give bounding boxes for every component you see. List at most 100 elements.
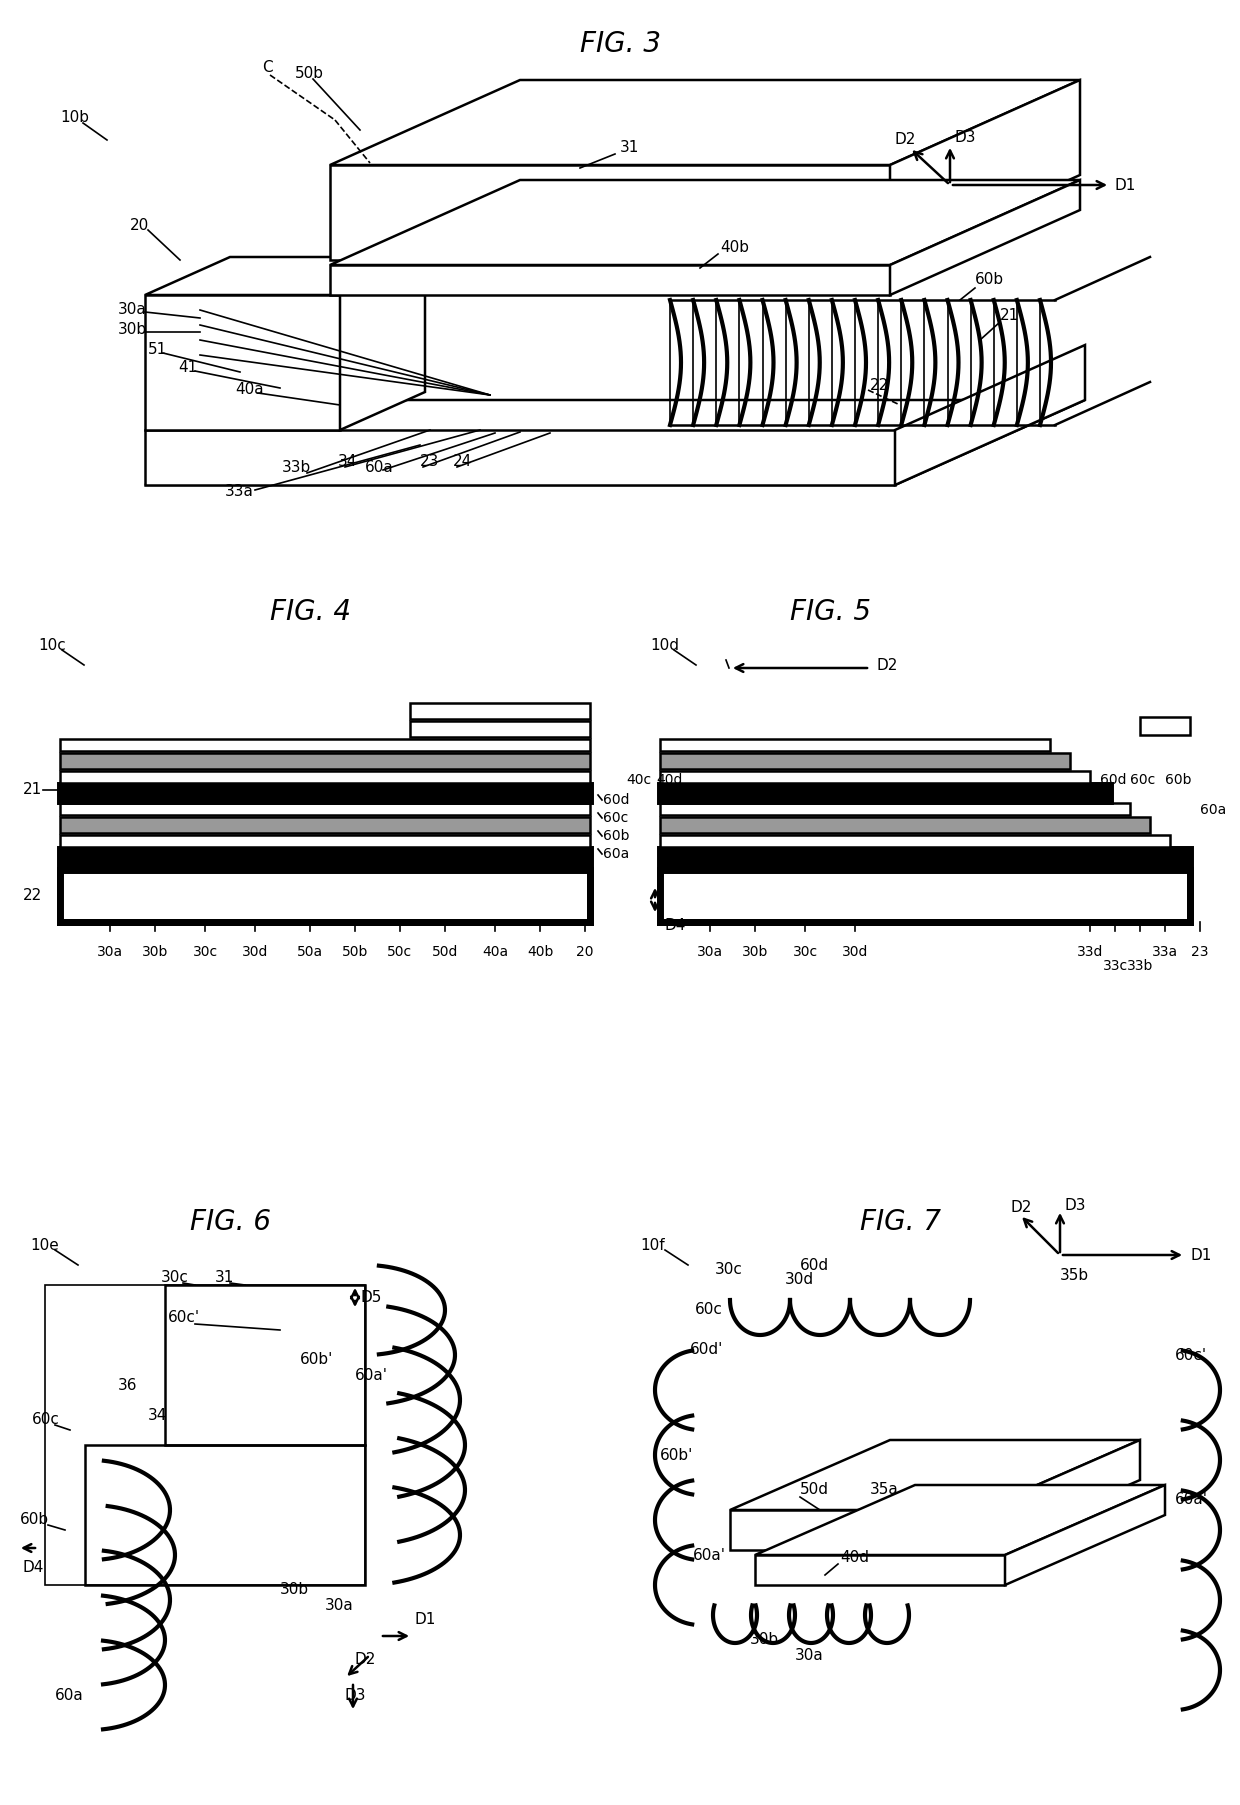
Text: 36: 36	[118, 1377, 138, 1392]
Polygon shape	[730, 1511, 980, 1550]
Text: 30d: 30d	[242, 946, 268, 958]
Text: 22: 22	[22, 888, 42, 904]
Text: 30d: 30d	[842, 946, 868, 958]
Text: 23: 23	[420, 455, 439, 469]
Text: 50c: 50c	[387, 946, 413, 958]
Polygon shape	[890, 79, 1080, 260]
Text: 60c': 60c'	[1176, 1348, 1207, 1363]
Text: FIG. 5: FIG. 5	[790, 597, 870, 626]
Bar	[660, 836, 1171, 847]
Bar	[60, 836, 590, 847]
Text: 33a: 33a	[1152, 946, 1178, 958]
Bar	[86, 1446, 365, 1585]
Polygon shape	[1004, 1486, 1166, 1585]
Polygon shape	[330, 180, 1080, 265]
Text: 60d: 60d	[603, 792, 630, 807]
Text: 60d': 60d'	[689, 1343, 723, 1357]
Text: 60c: 60c	[603, 810, 629, 825]
Text: D3: D3	[955, 130, 977, 146]
Text: 60b: 60b	[1166, 773, 1192, 787]
Text: 50a: 50a	[296, 946, 324, 958]
Text: 60d: 60d	[1100, 773, 1126, 787]
Text: 50d: 50d	[432, 946, 459, 958]
Text: FIG. 3: FIG. 3	[579, 31, 661, 58]
Bar	[60, 738, 590, 751]
Text: 31: 31	[216, 1271, 234, 1285]
Text: 30c: 30c	[161, 1271, 188, 1285]
Polygon shape	[145, 430, 895, 486]
Text: 33a: 33a	[224, 484, 254, 500]
Text: 33c: 33c	[1102, 958, 1127, 973]
Bar	[1140, 717, 1190, 735]
Text: 60a': 60a'	[693, 1547, 725, 1563]
Text: 40b: 40b	[720, 240, 749, 256]
Bar	[660, 738, 1050, 751]
Text: 10e: 10e	[30, 1238, 58, 1253]
Text: 51: 51	[148, 343, 167, 357]
Text: 60b: 60b	[20, 1513, 50, 1527]
Text: 60b': 60b'	[660, 1448, 693, 1462]
Text: D5: D5	[360, 1291, 382, 1305]
Text: 30c: 30c	[792, 946, 817, 958]
Text: 30b: 30b	[118, 323, 148, 338]
Bar	[60, 785, 590, 801]
Text: 60c: 60c	[1130, 773, 1156, 787]
Polygon shape	[730, 1440, 1140, 1511]
Bar	[410, 702, 590, 718]
Text: 24: 24	[453, 455, 472, 469]
Polygon shape	[980, 1440, 1140, 1550]
Text: D1: D1	[415, 1612, 436, 1628]
Bar	[60, 753, 590, 769]
Text: 40d: 40d	[656, 773, 682, 787]
Text: 50b: 50b	[342, 946, 368, 958]
Bar	[60, 870, 590, 922]
Text: 60a: 60a	[1200, 803, 1226, 818]
Text: 41: 41	[179, 361, 197, 375]
Text: 50d: 50d	[800, 1482, 830, 1498]
Text: 20: 20	[130, 217, 149, 233]
Text: C: C	[262, 61, 273, 76]
Bar	[60, 771, 590, 783]
Text: 60a: 60a	[55, 1688, 84, 1702]
Text: 40a: 40a	[236, 383, 264, 397]
Text: 21: 21	[22, 783, 42, 798]
Bar	[60, 818, 590, 832]
Bar	[660, 870, 1190, 922]
Text: 30b: 30b	[280, 1583, 309, 1597]
Bar	[45, 1285, 365, 1585]
Text: D2: D2	[875, 659, 898, 673]
Text: 30b: 30b	[141, 946, 169, 958]
Bar	[663, 874, 1187, 919]
Text: 30c: 30c	[192, 946, 217, 958]
Bar	[660, 870, 1190, 922]
Text: 10b: 10b	[60, 110, 89, 126]
Text: 30a: 30a	[697, 946, 723, 958]
Text: D3: D3	[1065, 1197, 1086, 1213]
Text: D1: D1	[1115, 177, 1136, 193]
Text: 40b: 40b	[527, 946, 553, 958]
Text: 30c: 30c	[715, 1262, 743, 1278]
Text: FIG. 4: FIG. 4	[269, 597, 351, 626]
Text: 35a: 35a	[870, 1482, 899, 1498]
Text: 30b: 30b	[750, 1632, 779, 1648]
Bar	[660, 753, 1070, 769]
Text: D4: D4	[665, 917, 687, 933]
Text: 33b: 33b	[1127, 958, 1153, 973]
Text: 60b: 60b	[975, 273, 1004, 287]
Text: 10d: 10d	[650, 637, 680, 652]
Text: 60a: 60a	[603, 847, 629, 861]
Text: 60d: 60d	[800, 1258, 830, 1273]
Bar	[660, 818, 1149, 832]
Text: D4: D4	[22, 1561, 43, 1576]
Text: 30a: 30a	[325, 1597, 353, 1612]
Text: 30b: 30b	[742, 946, 769, 958]
Text: 60c': 60c'	[167, 1310, 200, 1325]
Polygon shape	[145, 256, 425, 294]
Bar	[660, 848, 1190, 865]
Text: 60b: 60b	[603, 828, 630, 843]
Polygon shape	[145, 294, 340, 430]
Text: 31: 31	[620, 141, 640, 155]
Polygon shape	[330, 164, 890, 260]
Text: D2: D2	[355, 1653, 377, 1668]
Text: 30d: 30d	[785, 1273, 815, 1287]
